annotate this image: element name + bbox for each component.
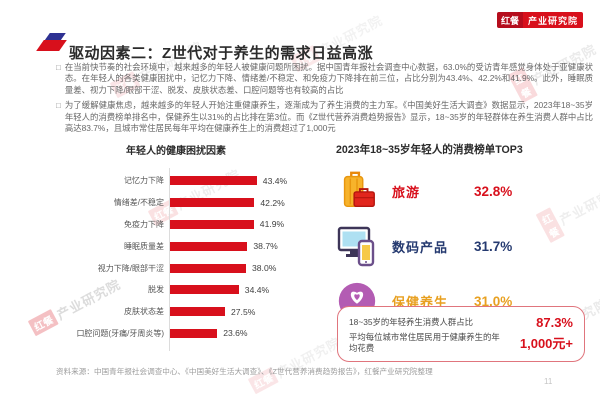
bar-category-label: 皮肤状态差 [124,307,164,317]
ranking-item-digital: 数码产品 31.7% [336,225,592,267]
bar-value-label: 27.5% [231,306,256,317]
bar-row: 脱发 34.4% [40,279,318,301]
ranking-item-label: 数码产品 [392,239,449,255]
bar-category-label: 口腔问题(牙痛/牙周炎等) [76,328,164,338]
title-marker-red [36,40,67,51]
bar-category-label: 睡眠质量差 [124,241,164,251]
bar [170,328,218,338]
ranking-item-label: 旅游 [392,184,421,200]
stat-row: 18~35岁的年轻养生消费人群占比 87.3% [349,315,573,330]
bar-value-label: 38.7% [253,241,278,252]
summary-bullets: □ 在当前快节奏的社会环境中，越来越多的年轻人被健康问题所困扰。据中国青年报社会… [56,62,593,138]
page-number: 11 [544,377,553,386]
bar-category-label: 情绪差/不稳定 [113,198,164,208]
stat-value: 87.3% [536,315,573,330]
bar [170,241,248,251]
brand-logo: 红餐 产业研究院 [497,12,584,28]
bar-value-label: 41.9% [259,219,285,230]
bullet-text: 为了缓解健康焦虑，越来越多的年轻人开始注重健康养生，逐渐成为了养生消费的主力军。… [64,100,593,134]
ranking-item-value: 31.0% [474,293,513,309]
ranking-item-value: 32.8% [474,183,513,199]
bar [170,219,254,229]
page-title: 驱动因素二：Z世代对于养生的需求日益高涨 [69,45,374,63]
bar [170,176,257,186]
bar-value-label: 43.4% [262,175,288,186]
stats-box: 18~35岁的年轻养生消费人群占比 87.3% 平均每位城市常住居民用于健康养生… [337,306,585,362]
bar-value-label: 42.2% [260,197,285,208]
bullet-item: □ 在当前快节奏的社会环境中，越来越多的年轻人被健康问题所困扰。据中国青年报社会… [56,62,593,96]
bullet-square-icon: □ [56,101,61,111]
consumption-top3-panel: 2023年18~35岁年轻人的消费榜单TOP3 旅游 32.8% [336,142,592,322]
health-troubles-chart: 年轻人的健康困扰因素 记忆力下降 43.4% 情绪差/不稳定 42.2% 免疫力下降 41… [40,142,318,351]
bullet-text: 在当前快节奏的社会环境中，越来越多的年轻人被健康问题所困扰。据中国青年报社会调查… [64,62,593,95]
ranking-item-label: 保健养生 [392,294,449,310]
bar-row: 睡眠质量差 38.7% [40,235,318,257]
stat-label: 18~35岁的年轻养生消费人群占比 [349,317,474,328]
stat-row: 平均每位城市常住居民用于健康养生的年均花费 1,000元+ [349,332,573,353]
bar-row: 皮肤状态差 27.5% [40,301,318,323]
chart-plot-area: 记忆力下降 43.4% 情绪差/不稳定 42.2% 免疫力下降 41.9% 睡眠质量差 38.… [40,168,318,351]
bar-row: 视力下降/眼部干涩 38.0% [40,257,318,279]
bar-value-label: 34.4% [244,284,270,295]
chart-title: 年轻人的健康困扰因素 [126,146,226,157]
stat-label: 平均每位城市常住居民用于健康养生的年均花费 [349,332,500,353]
luggage-icon [336,169,378,213]
ranking-item-value: 31.7% [474,238,513,254]
bar [170,285,239,295]
ranking-title: 2023年18~35岁年轻人的消费榜单TOP3 [336,144,523,156]
bar-row: 记忆力下降 43.4% [40,170,318,192]
bullet-square-icon: □ [56,63,61,72]
bar-rows: 记忆力下降 43.4% 情绪差/不稳定 42.2% 免疫力下降 41.9% 睡眠质量差 38.… [40,170,318,344]
bar-row: 情绪差/不稳定 42.2% [40,192,318,214]
bar-value-label: 23.6% [223,328,248,339]
bar-value-label: 38.0% [252,263,277,274]
source-note: 资料来源：中国青年报社会调查中心、《中国美好生活大调查》、《Z世代营养消费趋势报… [56,367,433,376]
bar-category-label: 记忆力下降 [124,176,164,186]
bar-category-label: 脱发 [148,285,164,295]
devices-icon [336,225,378,267]
chart-axis-line [169,168,170,351]
ranking-item-travel: 旅游 32.8% [336,170,592,212]
logo-suffix-text: 产业研究院 [523,12,584,28]
bar-category-label: 免疫力下降 [124,219,164,229]
bar [170,307,225,317]
bar-row: 免疫力下降 41.9% [40,214,318,236]
bar [170,263,246,273]
bar-row: 口腔问题(牙痛/牙周炎等) 23.6% [40,323,318,345]
logo-brand-mark: 红餐 [497,12,524,28]
bullet-item: □ 为了缓解健康焦虑，越来越多的年轻人开始注重健康养生，逐渐成为了养生消费的主力… [56,100,593,134]
bar-category-label: 视力下降/眼部干涩 [97,263,164,273]
stat-value: 1,000元+ [519,336,573,351]
bar [170,198,255,208]
